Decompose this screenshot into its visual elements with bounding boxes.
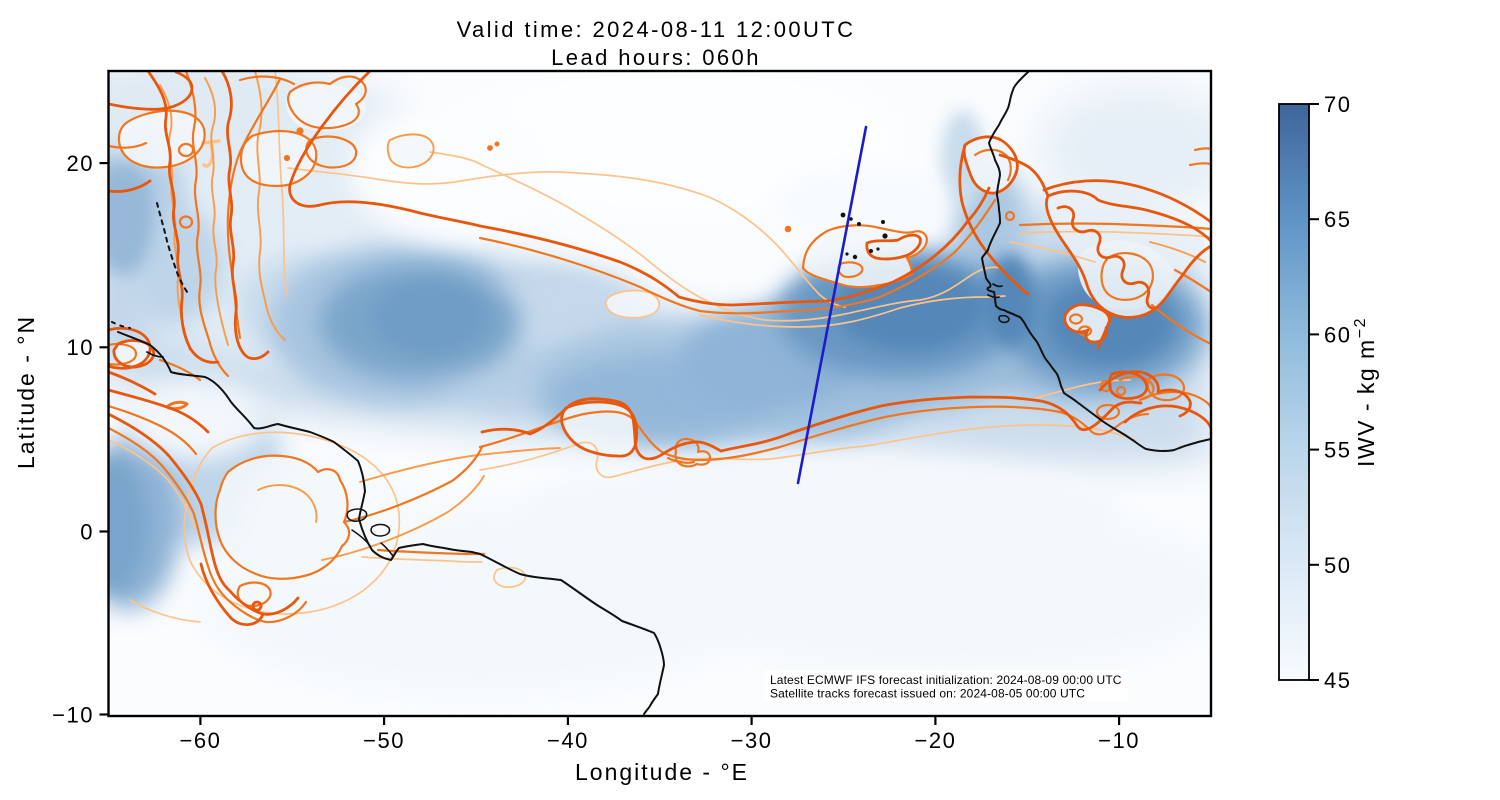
svg-text:10: 10 [67, 335, 94, 360]
svg-text:−20: −20 [914, 728, 956, 753]
svg-text:20: 20 [67, 151, 94, 176]
svg-text:Longitude - °E: Longitude - °E [575, 759, 749, 785]
svg-text:−40: −40 [547, 728, 589, 753]
svg-text:70: 70 [1324, 92, 1351, 117]
svg-text:−10: −10 [52, 703, 94, 728]
svg-text:0: 0 [80, 520, 94, 545]
svg-text:Latitude - °N: Latitude - °N [13, 315, 39, 469]
svg-text:−60: −60 [179, 728, 221, 753]
svg-text:65: 65 [1324, 207, 1351, 232]
svg-text:−50: −50 [363, 728, 405, 753]
svg-text:Satellite tracks forecast issu: Satellite tracks forecast issued on: 202… [770, 687, 1085, 701]
svg-text:60: 60 [1324, 322, 1351, 347]
svg-text:50: 50 [1324, 553, 1351, 578]
svg-text:Latest ECMWF IFS forecast init: Latest ECMWF IFS forecast initialization… [770, 673, 1122, 687]
svg-text:−30: −30 [731, 728, 773, 753]
svg-text:45: 45 [1324, 668, 1351, 693]
svg-text:IWV - kg m−2: IWV - kg m−2 [1352, 317, 1379, 467]
svg-text:Lead hours: 060h: Lead hours: 060h [551, 45, 761, 70]
svg-text:Valid time: 2024-08-11 12:00UT: Valid time: 2024-08-11 12:00UTC [457, 17, 856, 42]
svg-text:−10: −10 [1098, 728, 1140, 753]
svg-text:55: 55 [1324, 438, 1351, 463]
